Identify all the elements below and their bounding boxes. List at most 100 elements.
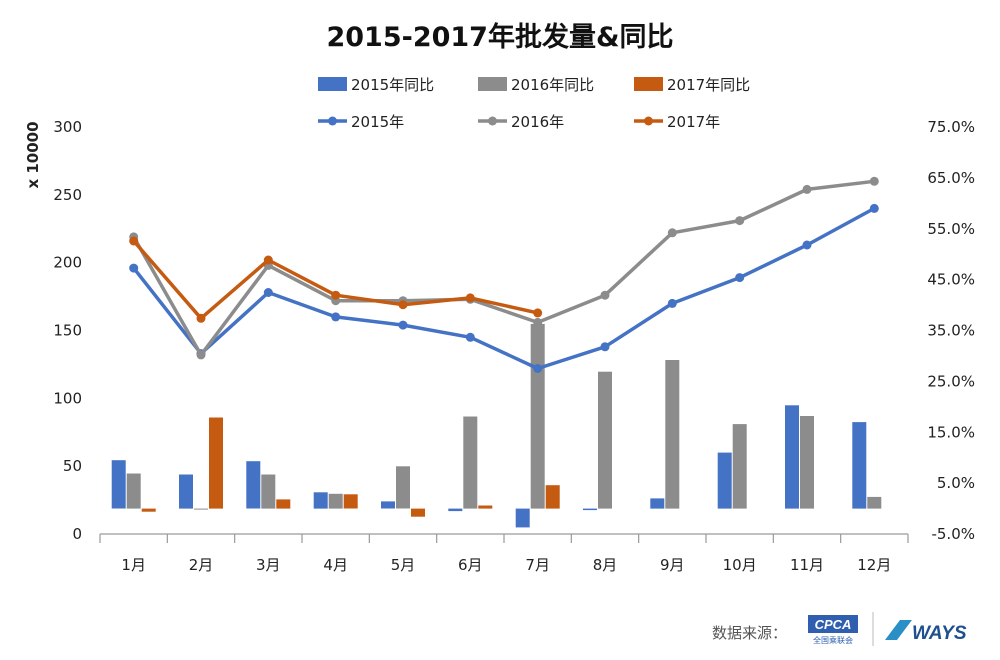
point-2015年-11月 [802,240,812,250]
legend-swatch-marker [644,116,653,126]
point-2015年-12月 [869,203,879,213]
y-left-unit-label: x 10000 [24,121,42,188]
y-right-tick-label: -5.0% [931,525,975,543]
point-2015年-10月 [735,273,745,283]
bar-2016年同比-4月 [328,493,343,509]
y-right-tick-label: 55.0% [927,220,975,238]
bar-2015年同比-3月 [246,461,261,509]
y-left-tick-label: 0 [72,525,82,543]
line-series-group [129,176,879,373]
legend-label: 2015年 [351,113,404,131]
legend: 2015年同比 2016年同比 2017年同比 2015年 2016年 2017年 [318,76,750,131]
x-tick-label: 10月 [723,556,757,574]
bar-2017年同比-4月 [343,494,358,509]
bar-2015年同比-5月 [381,501,395,509]
point-2017年-3月 [263,255,273,265]
x-tick-label: 3月 [256,556,281,574]
x-tick-label: 8月 [593,556,618,574]
bar-2016年同比-2月 [194,508,208,510]
bar-2015年同比-4月 [313,492,328,509]
cpca-logo-badge [808,615,858,633]
y-right-tick-label: 45.0% [927,271,975,289]
y-right-tick-label: 35.0% [927,322,975,340]
bar-2016年同比-12月 [867,496,882,509]
x-tick-label: 4月 [323,556,348,574]
point-2017年-6月 [465,293,475,303]
x-tick-label: 2月 [189,556,214,574]
legend-swatch-bar [318,77,347,91]
point-2016年-7月 [533,317,543,327]
bar-2016年同比-1月 [126,473,141,509]
bar-2015年同比-1月 [111,460,126,509]
ways-logo: WAYS [885,620,967,644]
bar-2016年同比-6月 [463,416,478,509]
point-2017年-2月 [196,313,206,323]
legend-label: 2017年同比 [667,76,750,94]
bar-2017年同比-6月 [478,505,493,509]
y-left-tick-label: 200 [53,254,82,272]
point-2015年-1月 [129,263,139,273]
point-2017年-5月 [398,300,408,310]
legend-label: 2016年同比 [511,76,594,94]
bar-2017年同比-5月 [411,508,425,517]
point-2016年-12月 [869,176,879,186]
bar-2017年同比-1月 [141,508,156,512]
bar-2016年同比-11月 [800,416,814,509]
y-left-tick-labels: 0 50 100 150 200 250 300 [53,118,82,543]
bar-2016年同比-7月 [530,323,545,509]
point-2015年-8月 [600,342,610,352]
point-2016年-9月 [667,228,677,238]
y-right-tick-label: 75.0% [927,118,975,136]
cpca-logo-text: CPCA [815,617,852,632]
legend-label: 2017年 [667,113,720,131]
bar-2015年同比-9月 [650,498,665,509]
point-2015年-3月 [263,288,273,297]
line-2015年 [132,206,876,371]
point-2016年-10月 [735,216,745,226]
point-2017年-4月 [331,290,341,300]
point-2016年-2月 [196,350,206,360]
bar-2017年同比-7月 [545,485,560,509]
ways-logo-text: WAYS [912,623,967,644]
bar-2017年同比-2月 [209,417,223,509]
y-left-tick-label: 300 [53,118,82,136]
line-2016年 [132,179,875,357]
bar-series-group [111,323,882,528]
line-2017年 [132,239,539,321]
x-tick-label: 12月 [857,556,891,574]
chart-title: 2015-2017年批发量&同比 [326,21,673,53]
legend-label: 2015年同比 [351,76,434,94]
x-tick-label: 5月 [391,556,416,574]
legend-swatch-marker [328,116,337,126]
x-axis: 1月 2月 3月 4月 5月 6月 7月 8月 9月 10月 11月 12月 [99,533,909,574]
bar-2016年同比-10月 [732,424,747,509]
y-right-tick-label: 65.0% [927,169,975,187]
source-label: 数据来源： [712,624,787,642]
legend-swatch-bar [478,77,507,91]
legend-label: 2016年 [511,113,564,131]
y-left-tick-label: 250 [53,186,82,204]
y-right-tick-label: 5.0% [937,474,975,492]
point-2015年-9月 [667,298,677,308]
cpca-logo: CPCA 全国乘联会 [808,615,858,645]
y-left-tick-label: 50 [63,457,82,475]
x-tick-label: 6月 [458,556,483,574]
legend-swatch-marker [488,116,497,126]
bar-2017年同比-3月 [276,499,291,509]
bar-2016年同比-9月 [665,360,680,509]
x-tick-label: 9月 [660,556,685,574]
x-tick-label: 1月 [121,556,146,574]
bar-2016年同比-5月 [396,466,410,509]
bar-2016年同比-8月 [598,371,612,509]
y-left-tick-label: 150 [53,322,82,340]
y-right-tick-labels: -5.0% 5.0% 15.0% 25.0% 35.0% 45.0% 55.0% 65.0% 7… [927,118,975,543]
cpca-logo-subtext: 全国乘联会 [813,635,853,645]
point-2015年-4月 [331,312,341,322]
point-2016年-8月 [600,290,610,300]
x-tick-label: 7月 [525,556,550,574]
y-right-tick-label: 25.0% [927,372,975,390]
y-left-tick-label: 100 [53,389,82,407]
point-2015年-7月 [533,364,543,373]
